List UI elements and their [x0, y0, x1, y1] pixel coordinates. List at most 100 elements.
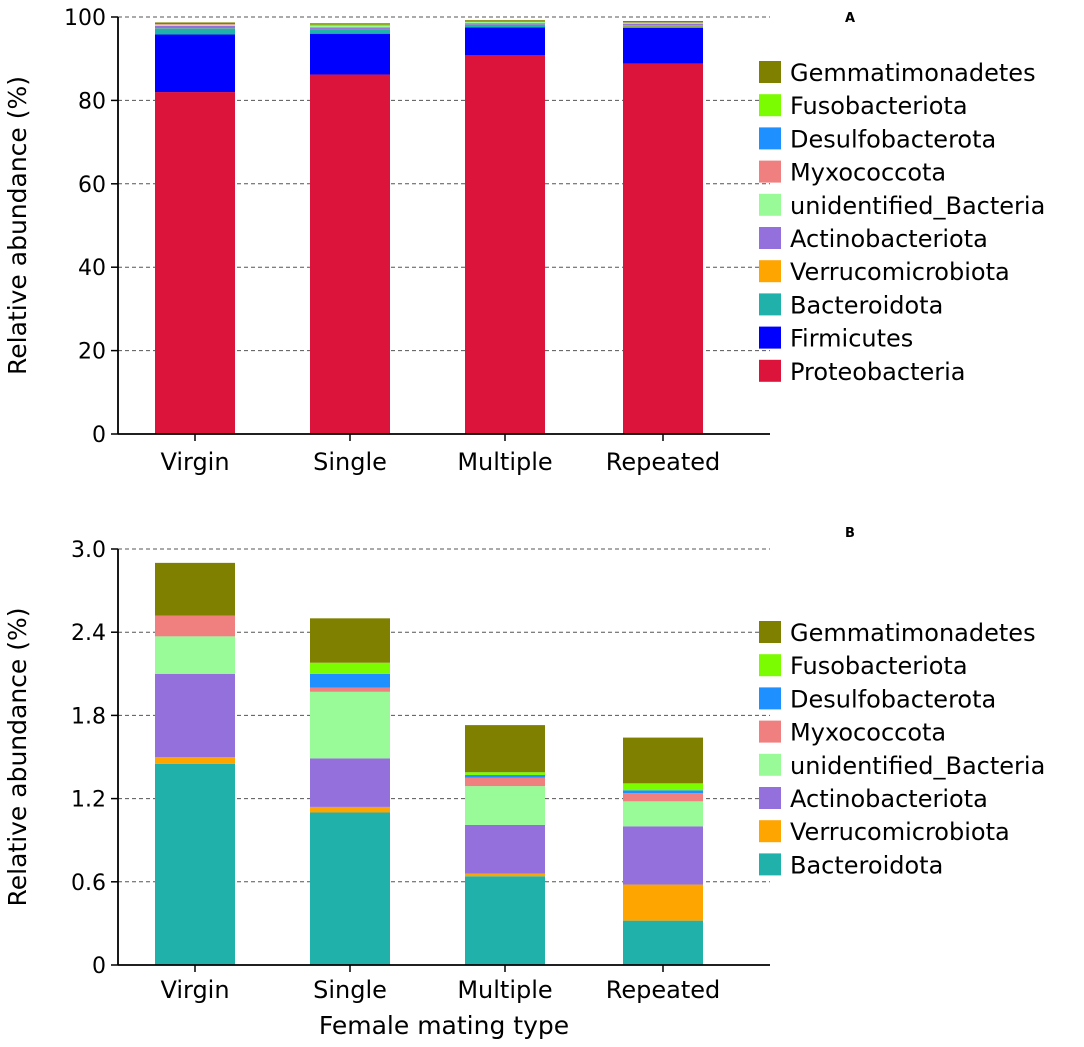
panel-b-xtick-label-multiple: Multiple	[457, 976, 552, 1004]
panel-b-bar-virgin-verrucomicrobiota	[155, 757, 235, 764]
panel-a-bar-repeated-unidentified-bacteria	[623, 22, 703, 24]
panel-a-bar-multiple-proteobacteria	[465, 55, 545, 434]
panel-a-bar-virgin-gemmatimonadetes	[155, 22, 235, 25]
panel-b-legend-swatch-fusobacteriota	[759, 654, 781, 677]
panel-a-bar-multiple-actinobacteriota	[465, 23, 545, 25]
panel-b-bar-multiple-actinobacteriota	[465, 824, 545, 874]
panel-a-legend-label-fusobacteriota: Fusobacteriota	[790, 92, 968, 120]
panel-a-ytick-label: 20	[78, 340, 106, 365]
panel-b-legend-swatch-actinobacteriota	[759, 787, 781, 809]
panel-b-legend-swatch-myxococcota	[759, 720, 781, 743]
panel-a-legend-swatch-firmicutes	[759, 326, 781, 349]
panel-b-bar-single-actinobacteriota	[310, 758, 390, 807]
panel-b-legend-label-unidentified-bacteria: unidentified_Bacteria	[790, 752, 1045, 780]
panel-a-bar-single-bacteroidota	[310, 29, 390, 34]
panel-b-bar-multiple-myxococcota	[465, 777, 545, 787]
panel-b-xlabel: Female mating type	[319, 1011, 569, 1040]
panel-b-bar-chart: 0 0.6 1.2 1.8 2.4 3.0 Virgin Single Multiple Repe…	[3, 526, 1045, 1040]
panel-a-xtick-label-repeated: Repeated	[606, 448, 720, 476]
panel-b-ytick-label: 3.0	[71, 538, 106, 563]
panel-b-bar-multiple-desulfobacterota	[465, 775, 545, 778]
panel-b-bar-repeated-unidentified-bacteria	[623, 801, 703, 827]
panel-b-legend-swatch-verrucomicrobiota	[759, 820, 781, 843]
panel-b-legend-label-myxococcota: Myxococcota	[790, 719, 946, 747]
panel-a-legend-swatch-proteobacteria	[759, 359, 781, 382]
panel-b-bar-multiple-unidentified-bacteria	[465, 786, 545, 825]
panel-a-bar-single-actinobacteriota	[310, 27, 390, 29]
panel-a-bar-virgin-unidentified-bacteria	[155, 24, 235, 26]
panel-a-bar-repeated-proteobacteria	[623, 63, 703, 434]
panel-a-bar-virgin-proteobacteria	[155, 92, 235, 434]
panel-a-bar-single-gemmatimonadetes	[310, 23, 390, 25]
panel-b-legend-swatch-unidentified-bacteria	[759, 753, 781, 776]
panel-a-legend-label-gemmatimonadetes: Gemmatimonadetes	[790, 59, 1036, 87]
panel-a-legend-swatch-verrucomicrobiota	[759, 260, 781, 283]
panel-a-legend-swatch-bacteroidota	[759, 293, 781, 316]
panel-b-legend-label-bacteroidota: Bacteroidota	[790, 851, 943, 879]
panel-b-bar-multiple-verrucomicrobiota	[465, 873, 545, 877]
panel-a-bar-virgin-myxococcota	[155, 24, 235, 25]
panel-b-bar-multiple-fusobacteriota	[465, 772, 545, 776]
panel-b-legend-swatch-bacteroidota	[759, 853, 781, 876]
panel-b-bar-multiple-gemmatimonadetes	[465, 725, 545, 773]
panel-b-xtick-label-single: Single	[313, 976, 387, 1004]
panel-b-bar-repeated-verrucomicrobiota	[623, 884, 703, 921]
panel-a-bar-repeated-gemmatimonadetes	[623, 21, 703, 23]
panel-a-legend-label-proteobacteria: Proteobacteria	[790, 358, 966, 386]
panel-a-bar-virgin-bacteroidota	[155, 28, 235, 35]
panel-a-bar-multiple-bacteroidota	[465, 24, 545, 28]
panel-a-ytick-label: 80	[78, 89, 106, 114]
panel-b-label: B	[845, 526, 855, 541]
panel-a-bar-repeated-bacteroidota	[623, 26, 703, 28]
panel-b-bar-repeated-myxococcota	[623, 793, 703, 802]
panel-a-legend-label-myxococcota: Myxococcota	[790, 159, 946, 187]
panel-a-legend-label-actinobacteriota: Actinobacteriota	[790, 225, 988, 253]
panel-b-bar-single-fusobacteriota	[310, 662, 390, 674]
panel-b-legend-label-verrucomicrobiota: Verrucomicrobiota	[790, 818, 1010, 846]
panel-b-legend-swatch-gemmatimonadetes	[759, 621, 781, 643]
panel-a-bar-chart: 0 20 40 60 80 100 Virgin Single Multiple Repeated…	[3, 6, 1045, 476]
panel-b-bar-repeated-desulfobacterota	[623, 790, 703, 794]
panel-a-xtick-label-multiple: Multiple	[457, 448, 552, 476]
panel-a-bar-virgin-firmicutes	[155, 34, 235, 93]
panel-a-legend-label-firmicutes: Firmicutes	[790, 325, 913, 353]
panel-b-bar-single-verrucomicrobiota	[310, 806, 390, 813]
panel-b-bar-repeated-fusobacteriota	[623, 783, 703, 791]
panel-a-legend-swatch-actinobacteriota	[759, 227, 781, 249]
panel-a-ytick-label: 40	[78, 256, 106, 281]
panel-b-bar-multiple-bacteroidota	[465, 876, 545, 965]
panel-a-ylabel: Relative abundance (%)	[3, 76, 32, 375]
panel-b-bar-single-desulfobacterota	[310, 673, 390, 688]
panel-a-bar-single-proteobacteria	[310, 74, 390, 435]
panel-a-bar-single-unidentified-bacteria	[310, 25, 390, 28]
panel-a-bar-repeated-firmicutes	[623, 27, 703, 64]
panel-b-ytick-label: 0.6	[71, 871, 106, 896]
panel-b-bar-repeated-bacteroidota	[623, 920, 703, 965]
panel-b-bar-virgin-gemmatimonadetes	[155, 562, 235, 616]
panel-a-legend-label-desulfobacterota: Desulfobacterota	[790, 125, 996, 153]
panel-b-bar-virgin-bacteroidota	[155, 763, 235, 965]
panel-a-legend-swatch-myxococcota	[759, 160, 781, 183]
panel-b-bar-single-bacteroidota	[310, 812, 390, 965]
panel-a-bar-single-firmicutes	[310, 33, 390, 75]
panel-a-label: A	[845, 11, 855, 26]
panel-b-ytick-label: 1.2	[71, 788, 106, 813]
panel-a-legend-swatch-unidentified-bacteria	[759, 193, 781, 216]
panel-a-ytick-label: 0	[92, 423, 106, 448]
panel-b-bar-virgin-actinobacteriota	[155, 673, 235, 757]
panel-a-legend-label-unidentified-bacteria: unidentified_Bacteria	[790, 192, 1045, 220]
panel-a-legend-swatch-gemmatimonadetes	[759, 61, 781, 83]
panel-a-ytick-label: 60	[78, 173, 106, 198]
panel-a-legend-label-verrucomicrobiota: Verrucomicrobiota	[790, 258, 1010, 286]
panel-a-bar-multiple-unidentified-bacteria	[465, 22, 545, 24]
panel-a-bar-repeated-actinobacteriota	[623, 23, 703, 26]
panel-a-bar-multiple-gemmatimonadetes	[465, 20, 545, 22]
panel-b-ytick-label: 0	[92, 954, 106, 979]
panel-b-legend-swatch-desulfobacterota	[759, 687, 781, 710]
panel-a-bar-virgin-actinobacteriota	[155, 25, 235, 29]
panel-a-bar-multiple-firmicutes	[465, 27, 545, 56]
panel-b-ytick-label: 1.8	[71, 704, 106, 729]
panel-b-bar-single-unidentified-bacteria	[310, 691, 390, 759]
panel-b-bar-single-myxococcota	[310, 687, 390, 692]
